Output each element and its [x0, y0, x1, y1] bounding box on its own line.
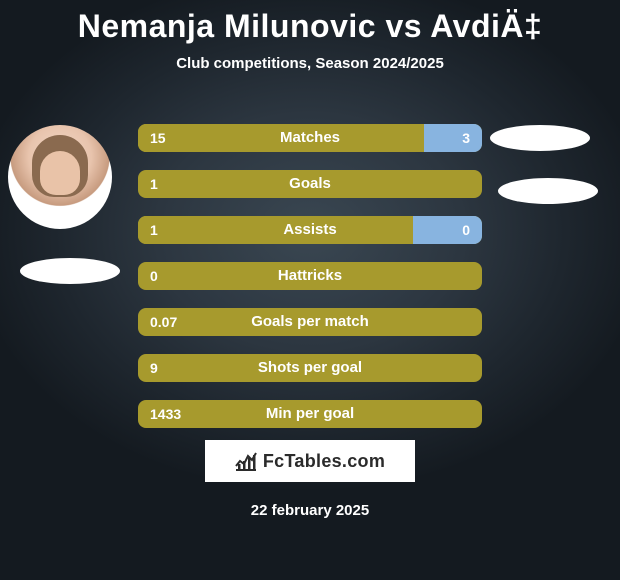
content-root: Nemanja Milunovic vs AvdiÄ‡ Club competi…	[0, 0, 620, 580]
footer-date: 22 february 2025	[0, 502, 620, 519]
stat-row: 0.07Goals per match	[138, 308, 482, 336]
chart-icon	[235, 451, 257, 471]
player1-team-logo-placeholder	[20, 258, 120, 284]
stat-label: Shots per goal	[138, 354, 482, 382]
page-subtitle: Club competitions, Season 2024/2025	[0, 55, 620, 72]
stat-row: 10Assists	[138, 216, 482, 244]
page-title: Nemanja Milunovic vs AvdiÄ‡	[0, 0, 620, 45]
stat-row: 0Hattricks	[138, 262, 482, 290]
stat-row: 1433Min per goal	[138, 400, 482, 428]
footer-brand-text: FcTables.com	[263, 451, 385, 472]
stat-label: Assists	[138, 216, 482, 244]
player2-avatar-placeholder	[490, 125, 590, 151]
player2-team-logo-placeholder	[498, 178, 598, 204]
stat-label: Goals	[138, 170, 482, 198]
footer-logo: FcTables.com	[205, 440, 415, 482]
player1-avatar	[8, 125, 112, 229]
stat-label: Min per goal	[138, 400, 482, 428]
stat-row: 9Shots per goal	[138, 354, 482, 382]
stat-label: Hattricks	[138, 262, 482, 290]
stats-bars: 153Matches 1Goals 10Assists 0Hattricks 0.07G…	[138, 124, 482, 446]
stat-row: 1Goals	[138, 170, 482, 198]
stat-row: 153Matches	[138, 124, 482, 152]
stat-label: Matches	[138, 124, 482, 152]
stat-label: Goals per match	[138, 308, 482, 336]
